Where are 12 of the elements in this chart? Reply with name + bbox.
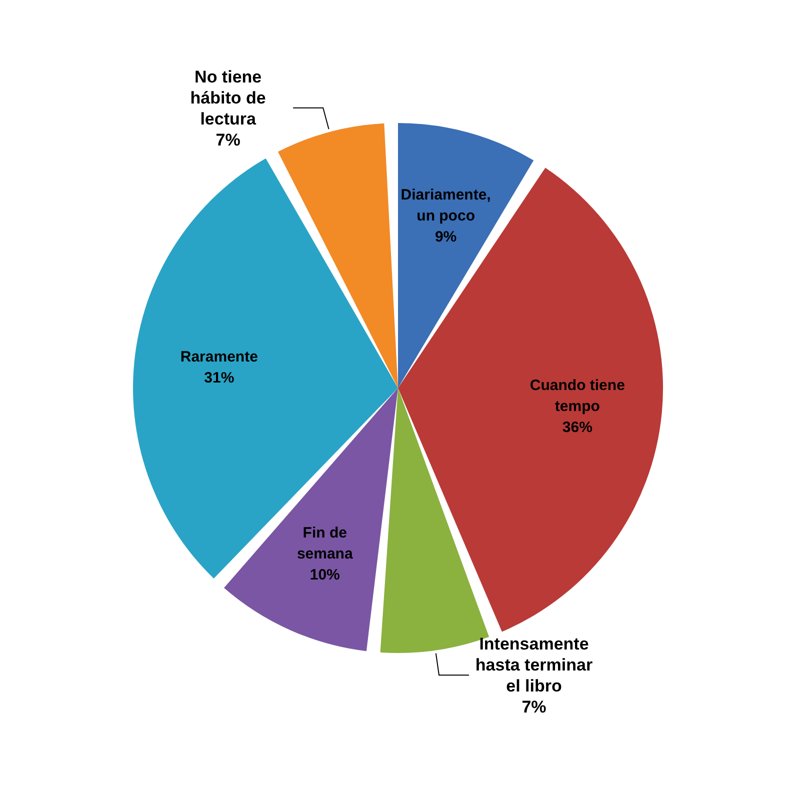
data-label: 10%: [310, 566, 340, 584]
slice-label: Diariamente, un poco: [400, 186, 491, 224]
data-label: 31%: [204, 369, 234, 386]
data-label: 9%: [434, 228, 457, 246]
slice-label: No tiene hábito de lectura: [190, 67, 266, 128]
slice-label: Cuando tiene tempo: [530, 376, 625, 415]
slice-label: Raramente: [180, 348, 258, 366]
data-label: 36%: [562, 418, 592, 436]
slice-label: Fin de semana: [296, 524, 354, 563]
slice-label: Intensamente hasta terminar el libro: [475, 634, 593, 696]
data-label: 7%: [522, 698, 546, 717]
data-label: 7%: [216, 130, 240, 150]
